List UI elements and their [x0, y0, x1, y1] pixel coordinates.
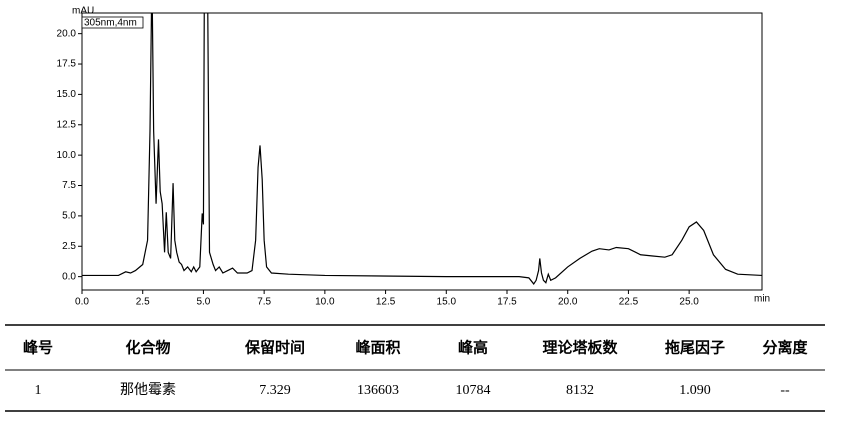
x-tick-label: 20.0: [558, 297, 578, 308]
table-cell: 136603: [357, 383, 399, 398]
x-tick-label: 17.5: [497, 297, 517, 308]
table-cell: 7.329: [259, 383, 291, 398]
x-tick-label: 0.0: [75, 297, 89, 308]
table-header-cell: 峰号: [23, 339, 53, 357]
x-tick-label: 15.0: [437, 297, 457, 308]
x-tick-label: 5.0: [196, 297, 210, 308]
annotation-box: [81, 16, 144, 29]
x-tick-label: 7.5: [257, 297, 271, 308]
table-cell: 1.090: [679, 383, 711, 398]
y-tick-label: 7.5: [62, 180, 76, 191]
y-tick-label: 20.0: [57, 28, 77, 39]
x-tick-label: 10.0: [315, 297, 335, 308]
table-cell: 1: [35, 383, 42, 398]
y-tick-label: 15.0: [57, 89, 77, 100]
x-tick-label: 25.0: [679, 297, 699, 308]
x-tick-label: 2.5: [136, 297, 150, 308]
y-axis-label: mAU: [72, 6, 94, 17]
x-tick-label: 22.5: [619, 297, 639, 308]
table-header-cell: 理论塔板数: [542, 339, 618, 357]
table-cell: 10784: [456, 383, 491, 398]
x-tick-label: 12.5: [376, 297, 396, 308]
annotation: 305nm,4nm: [84, 18, 137, 29]
table-header-cell: 化合物: [125, 339, 170, 357]
x-axis-label: min: [754, 294, 770, 305]
y-tick-label: 10.0: [57, 150, 77, 161]
table-header-cell: 峰高: [458, 339, 488, 357]
table-header-cell: 分离度: [762, 339, 808, 357]
table-header-cell: 保留时间: [244, 339, 305, 357]
table-cell: 8132: [566, 383, 594, 398]
y-tick-label: 2.5: [62, 241, 76, 252]
y-tick-label: 17.5: [57, 59, 77, 70]
plot-frame: [81, 12, 763, 291]
table-cell: --: [780, 383, 790, 398]
table-cell: 那他霉素: [120, 382, 176, 398]
y-tick-label: 5.0: [62, 211, 76, 222]
table-header-cell: 拖尾因子: [665, 339, 725, 357]
table-header-cell: 峰面积: [355, 339, 400, 357]
trace-line: [82, 13, 762, 285]
y-tick-label: 0.0: [62, 271, 76, 282]
y-tick-label: 12.5: [57, 119, 77, 130]
